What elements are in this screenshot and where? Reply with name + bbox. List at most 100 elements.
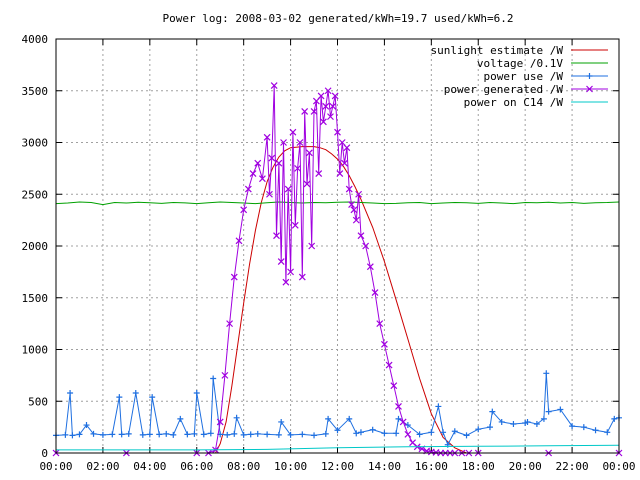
series-2 (55, 201, 620, 206)
y-tick-label: 3500 (22, 85, 49, 98)
data-point (317, 92, 325, 100)
data-point (592, 427, 599, 434)
data-point (510, 421, 517, 428)
data-point (353, 430, 360, 437)
data-point (277, 258, 285, 265)
data-point (357, 429, 364, 436)
data-point (331, 92, 339, 100)
data-point (604, 429, 611, 436)
data-point (463, 432, 470, 439)
data-point (322, 102, 330, 110)
y-tick-label: 2500 (22, 188, 49, 201)
data-point (226, 320, 234, 328)
data-point (557, 406, 564, 413)
data-point (315, 170, 323, 177)
data-point (291, 221, 299, 229)
data-point (149, 394, 156, 401)
data-point (125, 430, 132, 437)
x-tick-label: 12:00 (321, 460, 354, 473)
data-point (308, 242, 316, 250)
data-point (210, 375, 217, 382)
data-point (322, 430, 329, 437)
data-point (235, 237, 243, 245)
data-point (287, 431, 294, 438)
data-point (254, 159, 262, 167)
data-point (69, 432, 76, 439)
x-tick-label: 18:00 (462, 460, 495, 473)
data-point (524, 418, 531, 425)
data-point (545, 408, 552, 415)
series-line (56, 444, 620, 451)
data-point (440, 429, 447, 436)
data-point (156, 431, 163, 438)
chart-title: Power log: 2008-03-02 generated/kWh=19.7… (163, 12, 514, 25)
data-point (146, 431, 153, 438)
data-point (170, 431, 177, 438)
data-point (296, 139, 304, 146)
data-point (533, 421, 540, 428)
data-point (303, 180, 311, 188)
data-point (540, 415, 547, 422)
data-point (184, 431, 191, 438)
x-tick-label: 10:00 (274, 460, 307, 473)
data-point (275, 159, 283, 167)
data-point (611, 415, 618, 422)
data-point (90, 430, 97, 437)
data-point (240, 431, 247, 438)
data-point (67, 389, 74, 396)
legend-label: power on C14 /W (464, 96, 564, 109)
data-point (586, 85, 593, 93)
data-point (371, 289, 379, 296)
data-point (362, 242, 370, 250)
data-point (230, 273, 238, 281)
data-point (380, 340, 388, 348)
data-point (118, 431, 125, 438)
x-axis-ticks: 00:00 02:00 04:00 06:00 08:00 10:00 12:00 14:00… (39, 39, 636, 473)
legend-label: voltage /0.1V (477, 57, 563, 70)
legend-label: power generated /W (444, 83, 564, 96)
data-point (139, 431, 146, 438)
data-point (489, 408, 496, 415)
legend-label: sunlight estimate /W (431, 44, 564, 57)
data-point (451, 428, 458, 435)
data-point (543, 370, 550, 377)
data-point (324, 87, 332, 95)
x-tick-label: 22:00 (556, 460, 589, 473)
data-point (99, 431, 106, 438)
data-point (284, 185, 292, 193)
data-point (586, 73, 593, 79)
y-tick-label: 1000 (22, 344, 49, 357)
data-point (486, 424, 493, 431)
data-point (346, 415, 353, 422)
data-point (311, 432, 318, 439)
data-point (231, 430, 238, 437)
data-point (240, 206, 248, 214)
x-tick-label: 04:00 (133, 460, 166, 473)
data-point (224, 431, 231, 438)
series-5 (56, 444, 620, 451)
data-point (393, 430, 400, 437)
y-tick-label: 4000 (22, 33, 49, 46)
data-point (282, 278, 290, 286)
data-point (366, 263, 374, 271)
data-point (259, 175, 266, 183)
data-point (254, 430, 261, 437)
data-point (270, 82, 278, 89)
data-point (404, 430, 412, 438)
data-point (221, 371, 229, 379)
data-point (177, 415, 184, 422)
plot-frame (55, 38, 620, 454)
data-point (280, 139, 287, 146)
data-point (263, 133, 271, 141)
data-point (310, 108, 318, 115)
x-tick-label: 02:00 (86, 460, 119, 473)
data-point (247, 431, 254, 438)
data-point (287, 268, 295, 276)
data-point (299, 431, 306, 438)
data-point (207, 430, 214, 437)
data-point (76, 431, 83, 438)
y-axis-ticks: 0 500 1000 1500 2000 2500 3000 3500 4000 (22, 33, 619, 460)
data-point (498, 418, 505, 425)
data-point (249, 170, 257, 177)
